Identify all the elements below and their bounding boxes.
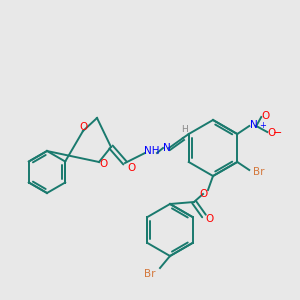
Text: N: N	[163, 143, 171, 153]
Text: O: O	[127, 163, 135, 173]
Text: O: O	[205, 214, 213, 224]
Text: −: −	[273, 128, 282, 138]
Text: O: O	[80, 122, 88, 132]
Text: O: O	[261, 111, 269, 121]
Text: H: H	[182, 125, 188, 134]
Text: O: O	[267, 128, 275, 138]
Text: N: N	[250, 120, 258, 130]
Text: Br: Br	[254, 167, 265, 177]
Text: +: +	[259, 121, 266, 130]
Text: O: O	[100, 159, 108, 169]
Text: O: O	[199, 189, 207, 199]
Text: Br: Br	[144, 269, 156, 279]
Text: NH: NH	[144, 146, 160, 156]
